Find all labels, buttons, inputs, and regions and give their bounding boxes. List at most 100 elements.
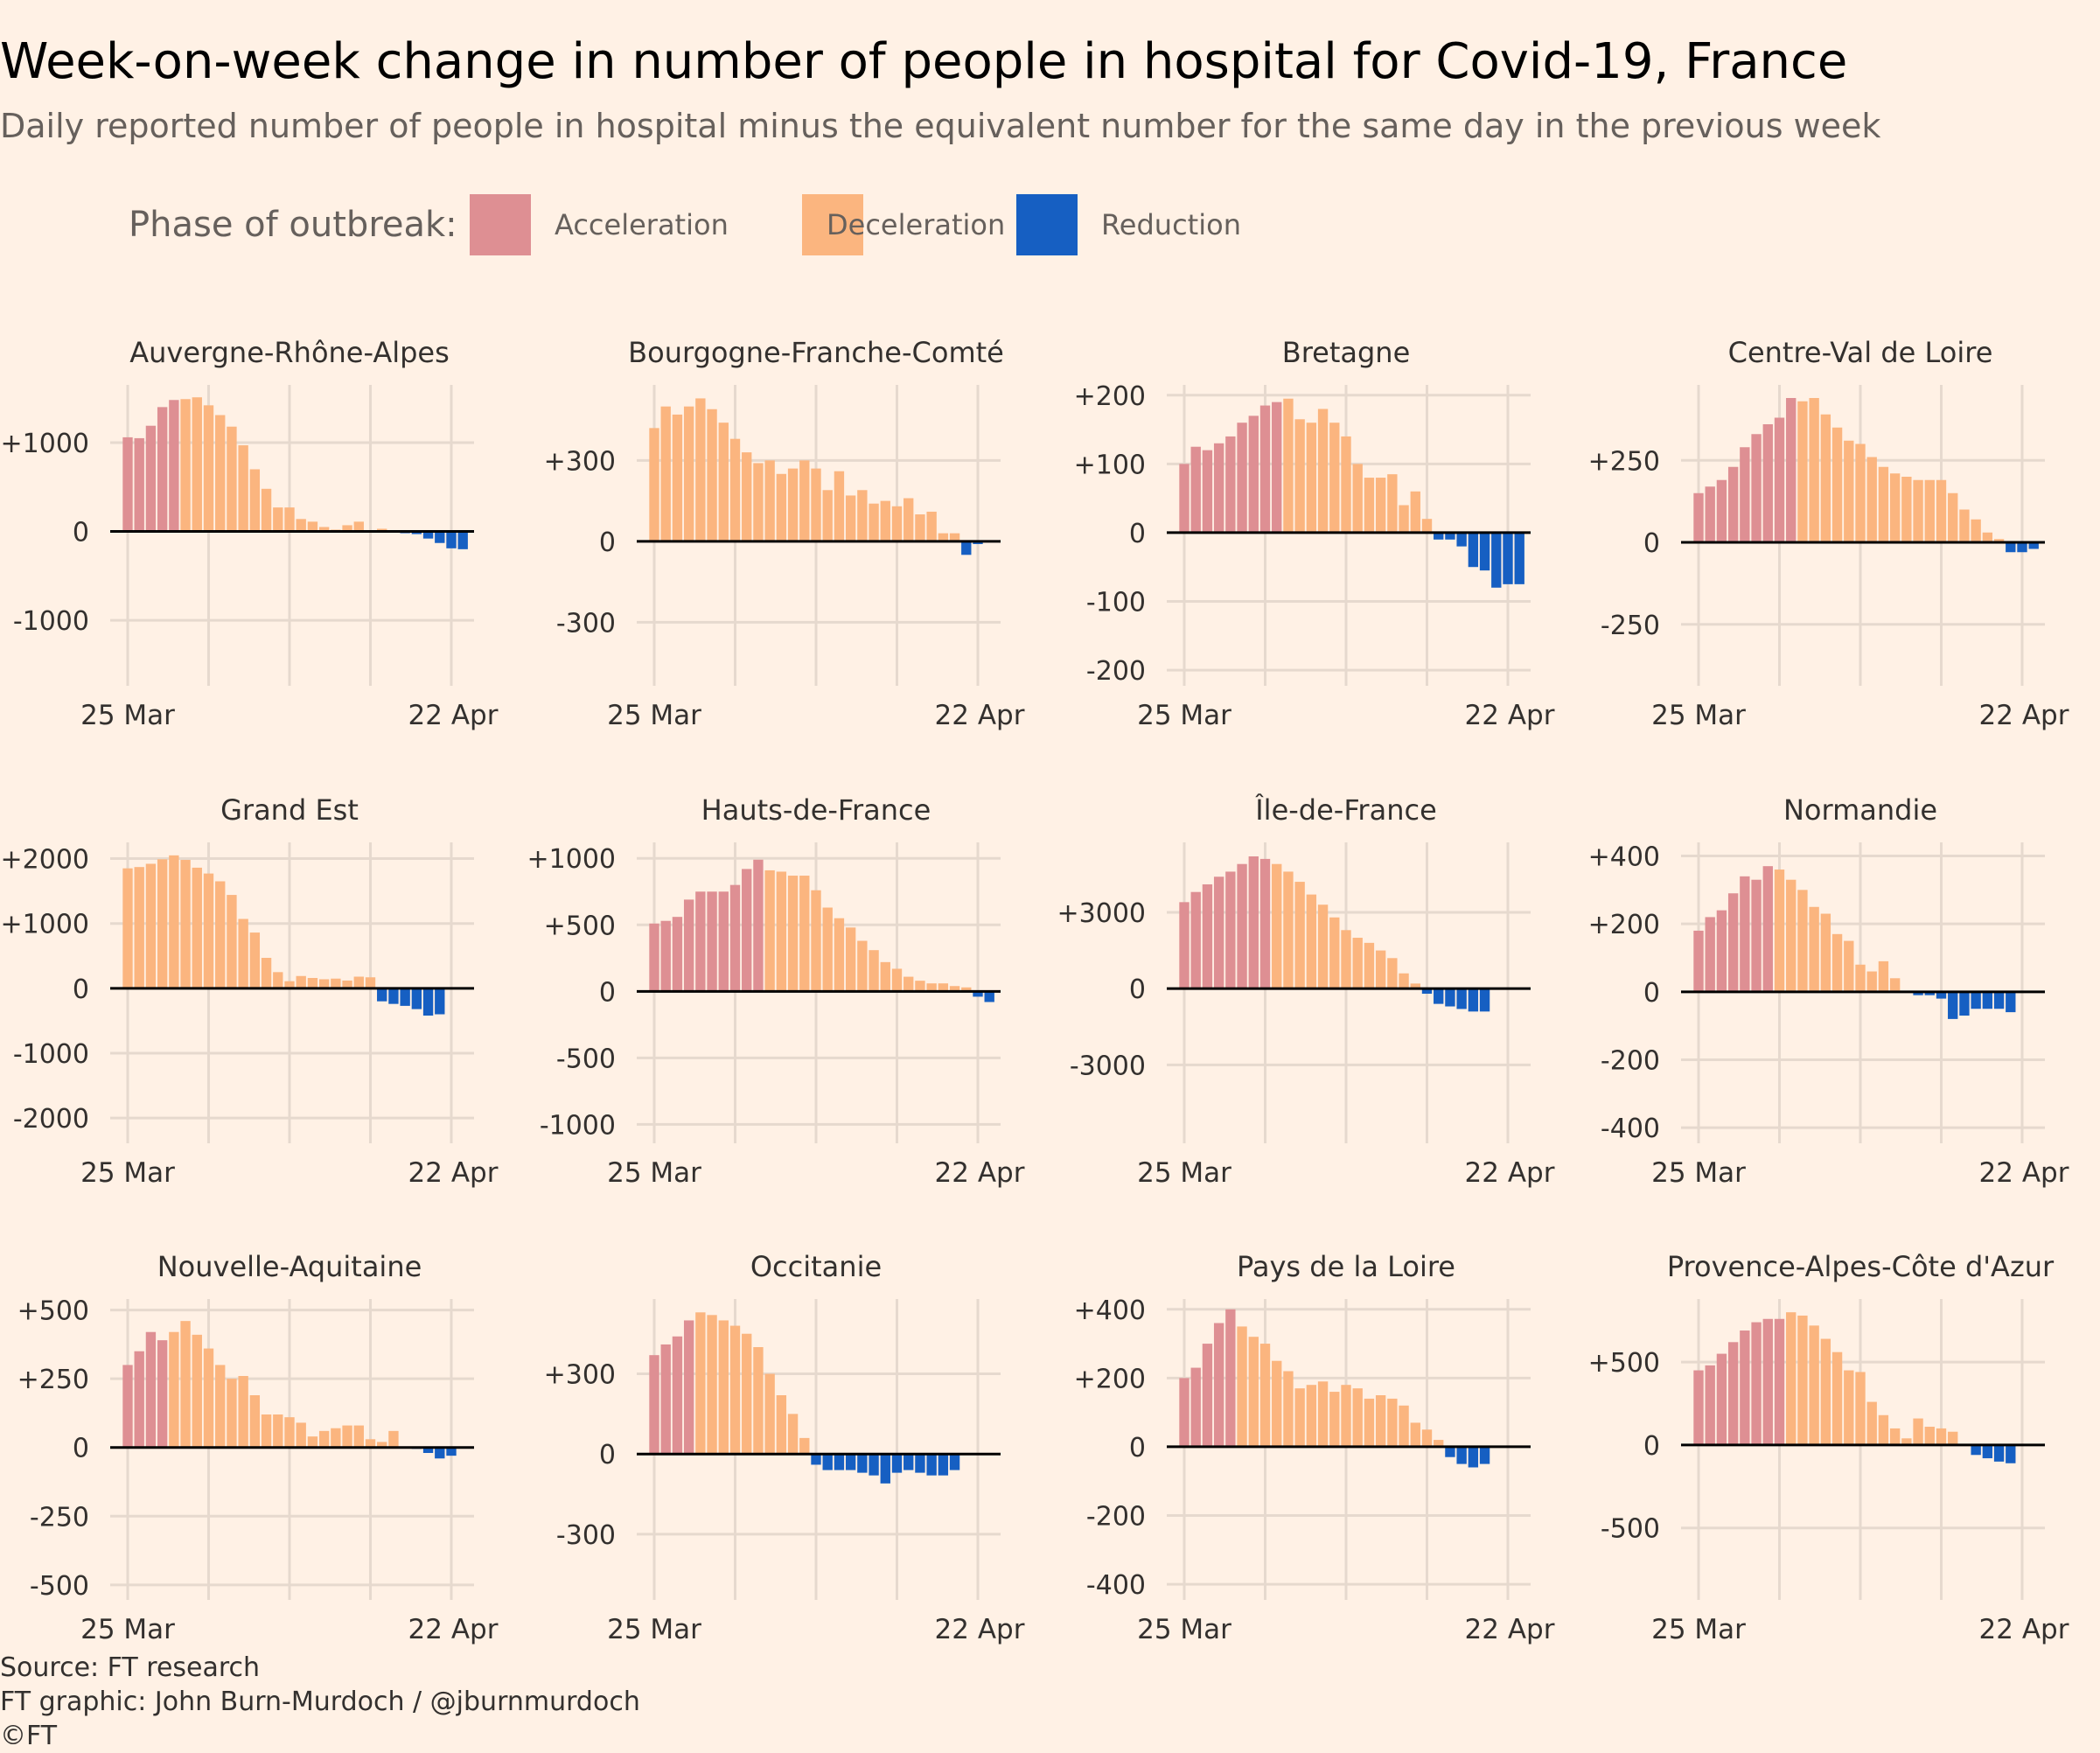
bar	[1202, 1344, 1213, 1447]
bar	[915, 514, 925, 541]
bar	[1190, 1367, 1201, 1447]
bar	[284, 507, 295, 532]
bar	[1971, 991, 1981, 1009]
bar	[729, 1325, 741, 1455]
panel-title: Bourgogne-Franche-Comté	[628, 336, 1004, 369]
bar	[227, 895, 237, 988]
bar	[1820, 414, 1831, 542]
panel-hauts-de-france: Hauts-de-France -1000 -500 0 +500 +1000 25 Mar…	[527, 793, 1025, 1189]
bar	[1762, 424, 1773, 542]
bar	[1751, 879, 1762, 992]
panel-pays-de-la-loire: Pays de la Loire -400 -200 0 +200 +400 25 Mar 2…	[1074, 1250, 1555, 1645]
y-tick-label: 0	[1643, 978, 1660, 1009]
bar	[1959, 991, 1970, 1016]
bar	[145, 1331, 157, 1448]
bar	[1820, 1338, 1831, 1445]
bar	[1786, 879, 1797, 992]
bar	[145, 425, 157, 532]
panel-title: Centre-Val de Loire	[1728, 336, 1993, 369]
y-tick-label: +1000	[1, 429, 89, 459]
bar	[1190, 446, 1201, 533]
bar	[683, 899, 694, 992]
bar	[1259, 405, 1271, 533]
bar	[938, 533, 949, 541]
bar	[718, 423, 729, 541]
panel-provence-alpes-cote-d-azur: Provence-Alpes-Côte d'Azur -500 0 +500 25 Ma…	[1588, 1250, 2069, 1645]
bar	[1716, 910, 1727, 992]
bar	[729, 438, 741, 541]
x-tick-label: 22 Apr	[408, 1157, 499, 1189]
x-tick-label: 22 Apr	[935, 1614, 1025, 1645]
bar	[764, 1373, 775, 1455]
bar	[834, 1454, 845, 1470]
bar	[1272, 863, 1282, 989]
bar	[1855, 964, 1866, 992]
legend-swatch-reduction	[1016, 194, 1078, 255]
bar	[1317, 409, 1329, 533]
bar	[1375, 950, 1386, 989]
panel-nouvelle-aquitaine: Nouvelle-Aquitaine -500 -250 0 +250 +500 25 Ma…	[17, 1250, 499, 1645]
bar	[1399, 505, 1409, 533]
bar	[261, 958, 272, 988]
bar	[1434, 988, 1444, 1004]
bar	[122, 437, 133, 532]
bar	[1283, 1371, 1294, 1447]
bar	[1479, 988, 1490, 1012]
x-tick-label: 22 Apr	[1465, 1157, 1555, 1189]
y-tick-label: -2000	[13, 1104, 89, 1135]
panel-title: Nouvelle-Aquitaine	[157, 1250, 422, 1283]
bar	[845, 927, 856, 992]
panel-bourgogne-franche-comte: Bourgogne-Franche-Comté -300 0 +300 25 Mar 22…	[544, 336, 1025, 731]
bar	[203, 873, 214, 988]
y-tick-label: -3000	[1070, 1051, 1146, 1081]
bar	[1456, 1446, 1467, 1464]
bar	[1936, 1428, 1947, 1445]
bar	[961, 541, 972, 555]
bar	[180, 1321, 191, 1448]
bar	[1727, 1342, 1739, 1445]
bar	[961, 987, 972, 992]
bar	[799, 876, 810, 992]
bar	[169, 855, 179, 988]
bar	[1317, 1381, 1329, 1447]
bar	[1913, 991, 1923, 995]
bar	[377, 528, 387, 532]
x-tick-label: 22 Apr	[1979, 1157, 2069, 1189]
bar	[342, 1425, 352, 1448]
bar	[1213, 443, 1224, 533]
bar	[915, 981, 925, 992]
bar	[1375, 1395, 1386, 1447]
bar	[753, 463, 764, 541]
bar	[249, 469, 261, 532]
panel-title: Occitanie	[750, 1250, 882, 1283]
bar	[787, 876, 799, 992]
bar	[1705, 1365, 1715, 1445]
bar	[649, 1355, 659, 1455]
bar	[1237, 1326, 1247, 1447]
bar	[1786, 398, 1797, 542]
bar	[695, 1312, 706, 1455]
bar	[1901, 477, 1912, 542]
bar	[411, 988, 422, 1009]
x-tick-label: 25 Mar	[607, 1614, 701, 1645]
panel-title: Provence-Alpes-Côte d'Azur	[1667, 1250, 2055, 1283]
panel-title: Bretagne	[1282, 336, 1411, 369]
bar	[238, 918, 248, 988]
y-tick-label: -1000	[13, 1039, 89, 1070]
bar	[742, 452, 752, 541]
y-tick-label: +400	[1074, 1296, 1146, 1326]
bar	[377, 1442, 387, 1448]
bar	[1855, 1372, 1866, 1445]
bar	[331, 978, 341, 988]
bar	[318, 1430, 330, 1448]
y-tick-label: -1000	[13, 606, 89, 637]
bar	[180, 399, 191, 532]
bar	[776, 473, 787, 541]
bar	[1705, 917, 1715, 992]
bar	[1352, 1388, 1363, 1447]
bar	[1306, 894, 1317, 989]
bar	[1913, 1418, 1923, 1445]
bar	[1248, 856, 1259, 989]
bar	[1434, 532, 1444, 540]
bar	[296, 975, 306, 988]
